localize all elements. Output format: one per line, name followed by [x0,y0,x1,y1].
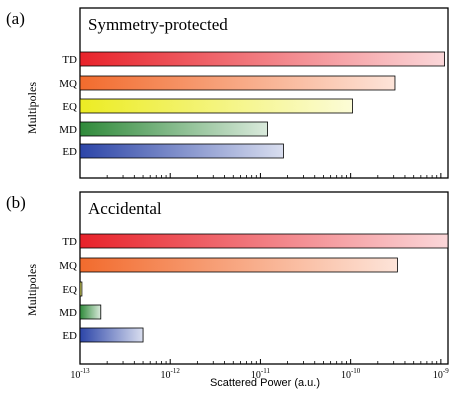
bar-mq [79,75,396,91]
category-label-mq: MQ [59,78,77,90]
category-label-md: MD [59,307,77,319]
x-tick-label: 10-10 [341,367,361,381]
x-tick-label: 10-12 [161,367,181,381]
x-ticks-a [79,173,442,178]
category-label-td: TD [62,236,77,248]
bars-b [79,233,449,343]
category-label-ed: ED [62,146,77,158]
category-label-eq: EQ [62,284,77,296]
panel-title-b: Accidental [88,199,162,218]
bar-md [79,121,268,137]
bar-eq [79,98,353,114]
bars-a [79,51,445,159]
panel-b: (b) Accidental Multipoles TD MQ EQ MD ED 10-… [6,191,449,389]
category-labels-b: TD MQ EQ MD ED [59,236,77,342]
category-label-ed: ED [62,330,77,342]
x-tick-label: 10-9 [433,367,449,381]
category-label-eq: EQ [62,101,77,113]
bar-ed [79,327,144,343]
panel-a: (a) Symmetry-protected Multipoles TD MQ EQ… [6,7,449,179]
plot-frame [79,191,449,365]
bar-td [79,233,449,249]
bar-ed [79,143,284,159]
bar-td [79,51,445,67]
y-axis-label-a: Multipoles [25,82,39,134]
plot-frame [79,7,449,179]
x-axis-label: Scattered Power (a.u.) [210,377,320,389]
bar-md [79,304,102,320]
category-label-td: TD [62,54,77,66]
category-label-mq: MQ [59,260,77,272]
x-tick-labels: 10-13 10-12 10-11 10-10 10-9 [70,367,449,381]
x-ticks-b [79,359,442,364]
category-label-md: MD [59,124,77,136]
bar-mq [79,257,398,273]
bar-eq [79,281,83,297]
x-tick-label: 10-13 [70,367,90,381]
panel-label-a: (a) [6,9,25,28]
x-tick-label: 10-11 [251,367,271,381]
y-axis-label-b: Multipoles [25,264,39,316]
panel-label-b: (b) [6,193,26,212]
category-labels-a: TD MQ EQ MD ED [59,54,77,158]
panel-title-a: Symmetry-protected [88,15,228,34]
